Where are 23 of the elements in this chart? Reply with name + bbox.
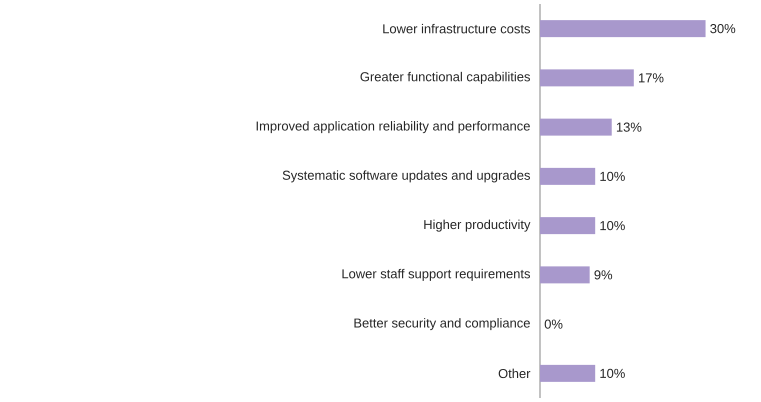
bar [540,118,612,136]
y-tick-label: Better security and compliance [354,318,530,330]
bar [540,364,596,382]
y-tick-label: Other [498,368,530,378]
data-label: 10% [600,368,625,378]
data-label: 30% [710,24,736,34]
bar [540,20,706,38]
data-label: 13% [616,122,642,132]
bar [540,69,634,86]
data-label: 10% [600,172,625,181]
y-tick-label: Lower infrastructure costs [383,24,530,34]
y-tick-label: Lower staff support requirements [342,268,530,281]
data-label: 10% [600,221,625,230]
y-tick-label: Greater functional capabilities [360,72,530,84]
bar [540,266,590,284]
data-label: 17% [639,73,664,82]
y-tick-label: Improved application reliability and performance [256,121,530,134]
bar [540,168,596,185]
y-tick-label: Systematic software updates and upgrades [282,170,530,182]
data-label: 9% [594,270,612,280]
y-tick-label: Higher productivity [424,220,530,232]
data-label: 0% [544,320,562,329]
bar [540,217,596,234]
